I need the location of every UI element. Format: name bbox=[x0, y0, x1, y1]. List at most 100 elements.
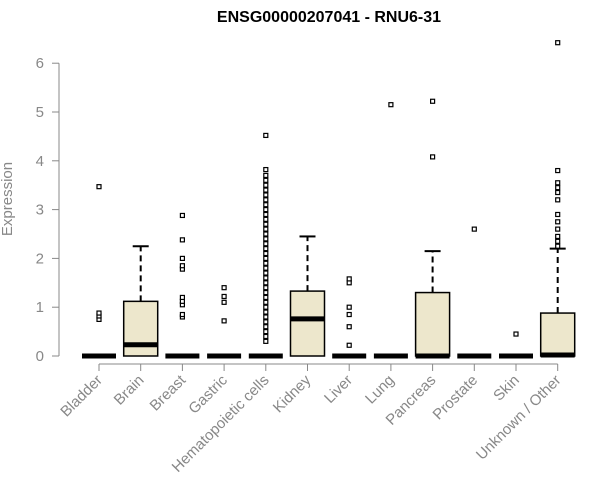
outlier-point bbox=[555, 189, 561, 196]
outlier-point bbox=[263, 177, 269, 183]
outlier-point bbox=[263, 246, 269, 252]
outlier-point bbox=[388, 102, 394, 108]
box-group bbox=[457, 226, 492, 359]
outlier-point bbox=[263, 338, 269, 344]
outlier-point bbox=[346, 324, 352, 330]
outlier-point bbox=[263, 289, 269, 296]
outlier-point bbox=[555, 197, 561, 203]
box-group bbox=[165, 212, 200, 359]
y-tick-label: 6 bbox=[36, 55, 44, 72]
outlier-point bbox=[179, 311, 185, 318]
outlier-point bbox=[263, 314, 269, 320]
box-group bbox=[248, 132, 283, 359]
outlier-point bbox=[221, 285, 227, 291]
box-body bbox=[539, 312, 576, 357]
x-tick-label: Skin bbox=[490, 372, 523, 405]
outlier-point bbox=[555, 185, 561, 191]
outlier-point bbox=[263, 265, 269, 271]
outlier-point bbox=[179, 294, 185, 301]
outlier-point bbox=[221, 293, 227, 300]
box-group bbox=[82, 184, 116, 359]
boxes-layer bbox=[82, 40, 576, 359]
y-axis-label: Expression bbox=[0, 162, 16, 236]
outlier-point bbox=[471, 226, 477, 232]
outlier-point bbox=[263, 166, 269, 173]
outlier-point bbox=[263, 319, 269, 325]
outlier-point bbox=[263, 250, 269, 257]
outlier-point bbox=[263, 182, 269, 188]
x-tick-label: Bladder bbox=[57, 372, 106, 421]
outlier-point bbox=[263, 333, 269, 340]
outlier-point bbox=[263, 211, 269, 218]
outlier-point bbox=[263, 221, 269, 227]
outlier-point bbox=[221, 299, 227, 305]
outlier-point bbox=[263, 270, 269, 276]
outlier-point bbox=[346, 276, 352, 282]
box-group bbox=[499, 331, 533, 359]
x-tick-label: Breast bbox=[147, 371, 190, 414]
outlier-point bbox=[263, 231, 269, 237]
outlier-point bbox=[346, 311, 352, 318]
outlier-point bbox=[430, 154, 436, 160]
box-group bbox=[207, 285, 242, 359]
outlier-point bbox=[555, 243, 561, 249]
outlier-point bbox=[263, 304, 269, 310]
outlier-point bbox=[263, 197, 269, 203]
outlier-point bbox=[555, 167, 561, 174]
outlier-point bbox=[430, 98, 436, 104]
outlier-point bbox=[263, 294, 269, 301]
outlier-point bbox=[263, 324, 269, 330]
outlier-point bbox=[263, 275, 269, 281]
outlier-point bbox=[263, 236, 269, 242]
box-group bbox=[289, 235, 326, 357]
outlier-point bbox=[263, 226, 269, 232]
outlier-point bbox=[263, 260, 269, 266]
outlier-point bbox=[221, 318, 227, 324]
outlier-point bbox=[263, 299, 269, 305]
box-body bbox=[122, 300, 159, 357]
outlier-point bbox=[179, 212, 185, 219]
x-tick-label: Brain bbox=[111, 372, 148, 409]
box-body bbox=[289, 290, 326, 357]
x-tick-label: Lung bbox=[362, 372, 398, 408]
outlier-point bbox=[263, 132, 269, 139]
y-tick-label: 1 bbox=[36, 299, 44, 316]
x-tick-label: Liver bbox=[321, 372, 356, 407]
outlier-point bbox=[263, 329, 269, 335]
outlier-point bbox=[263, 241, 269, 247]
y-tick-label: 3 bbox=[36, 202, 44, 219]
outlier-point bbox=[346, 342, 352, 348]
outlier-point bbox=[555, 211, 561, 218]
y-tick-label: 5 bbox=[36, 104, 44, 121]
box-body bbox=[414, 291, 451, 357]
chart-title: ENSG00000207041 - RNU6-31 bbox=[217, 9, 441, 26]
outlier-point bbox=[555, 40, 561, 46]
outlier-point bbox=[263, 187, 269, 193]
outlier-point bbox=[263, 309, 269, 315]
outlier-point bbox=[263, 192, 269, 198]
outlier-point bbox=[179, 263, 185, 269]
outlier-point bbox=[555, 180, 561, 186]
outlier-point bbox=[96, 310, 102, 316]
outlier-point bbox=[555, 233, 561, 240]
outlier-point bbox=[263, 255, 269, 261]
outlier-point bbox=[263, 280, 269, 286]
outlier-point bbox=[179, 255, 185, 261]
box-group bbox=[332, 276, 367, 359]
outlier-point bbox=[555, 226, 561, 232]
outlier-point bbox=[513, 331, 519, 337]
x-tick-label: Prostate bbox=[430, 372, 482, 424]
box-group bbox=[373, 102, 408, 359]
outlier-point bbox=[96, 184, 102, 190]
y-tick-label: 0 bbox=[36, 348, 44, 365]
outlier-point bbox=[263, 216, 269, 222]
y-tick-label: 2 bbox=[36, 250, 44, 267]
outlier-point bbox=[263, 172, 269, 179]
outlier-point bbox=[263, 207, 269, 213]
box-group bbox=[122, 245, 159, 357]
outlier-point bbox=[346, 304, 352, 310]
outlier-point bbox=[555, 219, 561, 225]
box-group bbox=[414, 98, 451, 359]
